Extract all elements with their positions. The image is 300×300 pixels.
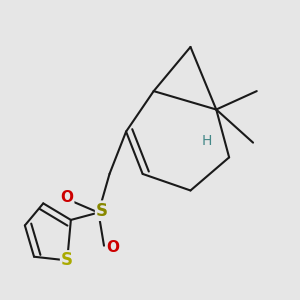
Text: O: O <box>61 190 74 205</box>
Text: S: S <box>61 251 73 269</box>
Text: O: O <box>107 240 120 255</box>
Text: S: S <box>96 202 108 220</box>
Text: H: H <box>202 134 212 148</box>
